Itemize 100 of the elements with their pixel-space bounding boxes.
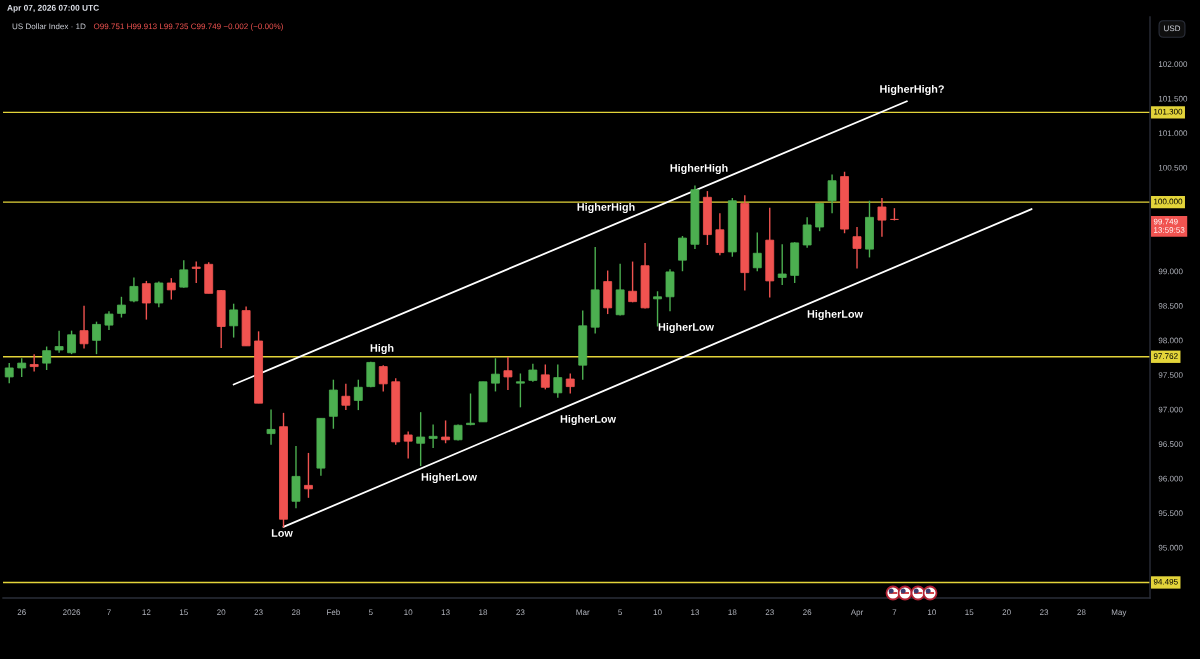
x-tick-label: 18: [728, 609, 737, 616]
x-tick-label: 20: [1002, 609, 1011, 616]
y-tick-label: 98.500: [1158, 303, 1183, 309]
x-tick-label: 2026: [63, 609, 81, 616]
ref-line-label: 100.000: [1154, 198, 1183, 205]
x-tick-label: 10: [404, 609, 413, 616]
text: O99.751 H99.913 L99.735 C99.749 −0.002 (−0.00%): [93, 23, 283, 31]
candlestick: [304, 452, 313, 499]
x-tick-label: 18: [479, 609, 488, 616]
candlestick: [166, 277, 176, 301]
candlestick: [17, 357, 27, 378]
x-tick-label: 10: [927, 609, 936, 616]
candlestick: [341, 383, 351, 411]
y-tick-label: 95.000: [1158, 544, 1183, 551]
candlestick: [540, 363, 550, 391]
annotation: HigherHigh: [670, 163, 728, 175]
x-tick-label: 28: [291, 609, 301, 616]
candlestick: [815, 202, 825, 232]
y-tick-label: 95.500: [1158, 510, 1183, 517]
y-tick-label: 100.500: [1158, 164, 1188, 171]
candlestick: [428, 423, 438, 449]
candlestick: [827, 173, 837, 214]
y-tick-label: 97.500: [1158, 372, 1183, 378]
y-tick-label: 101.000: [1158, 130, 1188, 137]
x-tick-label: 15: [179, 609, 188, 616]
y-tick-label: 98.000: [1158, 337, 1183, 344]
candlestick: [503, 356, 513, 391]
candlestick: [54, 329, 64, 354]
candlestick: [353, 378, 363, 411]
annotation: HigherHigh: [577, 202, 635, 214]
ref-line-label: 94.495: [1153, 578, 1178, 585]
x-tick-label: 13: [441, 609, 450, 616]
candlestick: [877, 197, 887, 238]
candlestick: [777, 243, 787, 286]
x-tick-label: Apr: [850, 609, 864, 617]
candlestick: [628, 260, 638, 304]
x-tick-label: 13: [691, 609, 700, 616]
annotation: High: [370, 343, 394, 355]
candlestick: [191, 260, 201, 284]
candlestick: [29, 353, 39, 373]
candlestick: [553, 363, 563, 399]
x-tick-label: 20: [217, 609, 226, 616]
candlestick: [491, 357, 500, 393]
candlestick: [466, 392, 475, 426]
x-tick-label: 23: [765, 609, 774, 616]
x-tick-label: 23: [516, 609, 525, 616]
text: 99.749 13:59:53: [1153, 218, 1185, 233]
y-tick-label: 97.000: [1158, 406, 1183, 413]
x-tick-label: 7: [892, 609, 897, 615]
candlestick: [441, 419, 450, 444]
candlestick: [104, 310, 114, 331]
y-tick-label: 99.000: [1158, 268, 1183, 275]
candlestick: [802, 216, 812, 249]
candlestick: [79, 305, 89, 350]
candlestick: [852, 226, 862, 270]
ref-line-label: 101.300: [1154, 108, 1183, 115]
x-tick-label: 26: [803, 609, 812, 616]
annotation: HigherLow: [807, 309, 864, 321]
candlestick: [179, 259, 189, 289]
y-tick-label: 96.000: [1158, 475, 1183, 482]
candlestick: [42, 345, 52, 371]
y-tick-label: 102.000: [1158, 61, 1188, 67]
x-tick-label: 28: [1077, 609, 1086, 616]
annotation: HigherHigh?: [880, 84, 944, 96]
annotation: HigherLow: [658, 322, 715, 334]
text: Apr 07, 2026 07:00 UTC: [7, 4, 99, 13]
candlestick: [141, 280, 151, 321]
y-tick-label: 96.500: [1158, 441, 1183, 447]
x-tick-label: 15: [965, 609, 974, 616]
x-tick-label: 5: [618, 609, 623, 616]
x-tick-label: 12: [142, 609, 151, 615]
x-tick-label: Mar: [576, 609, 590, 616]
candlestick: [67, 329, 76, 355]
candlestick: [229, 303, 239, 339]
x-tick-label: 26: [17, 609, 26, 616]
annotation: HigherLow: [421, 472, 478, 484]
candlestick: [752, 231, 762, 272]
candlestick: [715, 212, 725, 257]
candlestick: [154, 280, 164, 308]
candlestick: [678, 235, 687, 272]
annotation: HigherLow: [560, 414, 617, 426]
x-tick-label: 7: [107, 609, 111, 615]
text: US Dollar Index · 1D: [12, 23, 86, 30]
ref-line-label: 97.762: [1153, 353, 1178, 359]
candlestick: [416, 411, 426, 467]
candlestick: [92, 320, 101, 355]
y-tick-label: 101.500: [1158, 95, 1188, 102]
candlestick: [117, 296, 126, 319]
x-tick-label: May: [1111, 609, 1127, 617]
candlestick: [515, 372, 525, 409]
y-axis-title: USD: [1164, 25, 1181, 32]
x-tick-label: 10: [653, 609, 662, 616]
candlestick: [403, 430, 413, 460]
candlestick: [378, 364, 388, 393]
candlestick: [4, 362, 14, 384]
candlestick: [565, 372, 575, 395]
candlestick: [266, 408, 276, 446]
candlestick: [129, 276, 139, 304]
x-tick-label: 23: [1039, 609, 1049, 616]
x-tick-label: 23: [254, 609, 263, 616]
